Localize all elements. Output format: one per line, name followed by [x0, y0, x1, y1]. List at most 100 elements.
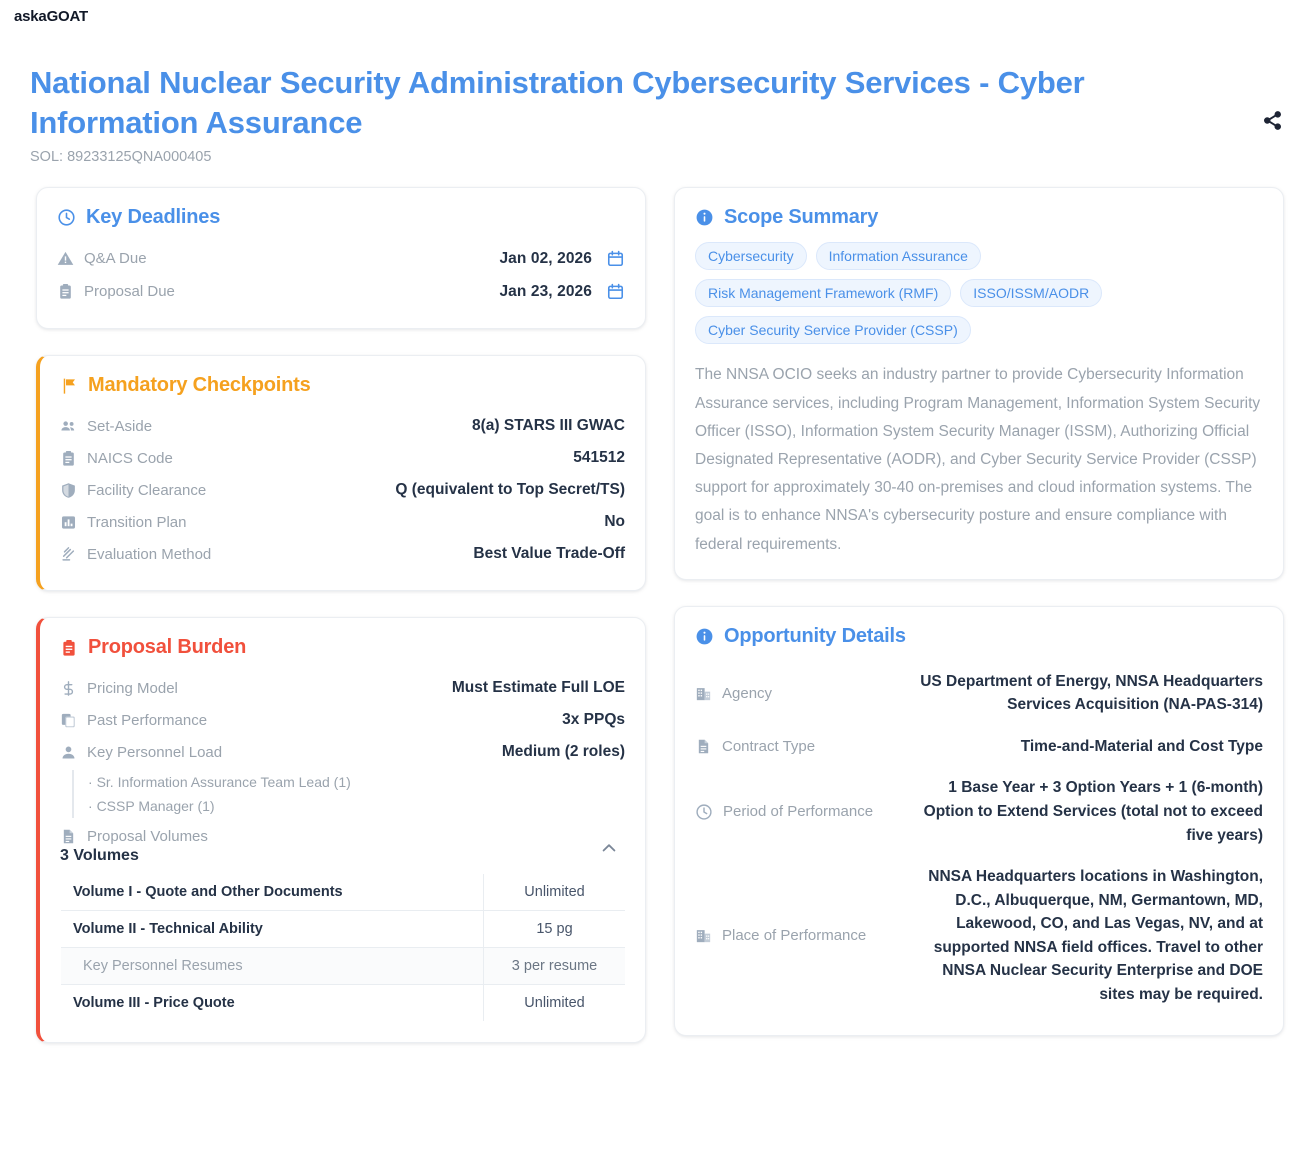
info-icon [695, 627, 714, 646]
mandatory-checkpoints-card: Mandatory Checkpoints Set-Aside 8(a) STA… [36, 355, 646, 592]
detail-label-group: Place of Performance [695, 927, 895, 944]
scope-chip: Cyber Security Service Provider (CSSP) [695, 316, 971, 345]
clipboard-icon [57, 283, 74, 300]
burden-value: Medium (2 roles) [501, 743, 625, 761]
deadline-value: Jan 23, 2026 [499, 282, 592, 300]
clipboard-icon [60, 450, 77, 467]
page-title: National Nuclear Security Administration… [30, 65, 1085, 140]
burden-value: 3x PPQs [562, 711, 625, 729]
deadline-value-group: Jan 23, 2026 [499, 282, 625, 301]
checkpoint-label: Facility Clearance [87, 481, 207, 499]
card-header: Scope Summary [695, 206, 1263, 229]
burden-label-group: Past Performance [60, 712, 207, 729]
gavel-icon [60, 546, 77, 563]
table-row: Volume II - Technical Ability 15 pg [61, 910, 625, 949]
burden-row: Key Personnel Load Medium (2 roles) [60, 736, 625, 768]
deadline-value: Jan 02, 2026 [499, 249, 592, 267]
deadline-row-qa: Q&A Due Jan 02, 2026 [57, 242, 625, 275]
users-icon [60, 418, 77, 435]
list-item: Sr. Information Assurance Team Lead (1) [88, 770, 625, 794]
bar-chart-icon [60, 514, 77, 531]
document-icon [695, 738, 712, 755]
clock-icon [695, 803, 713, 821]
detail-label: Place of Performance [722, 927, 867, 945]
volume-pages: 15 pg [483, 910, 625, 949]
scope-chip: Cybersecurity [695, 242, 807, 271]
burden-label-group: Key Personnel Load [60, 744, 222, 761]
detail-label: Contract Type [722, 738, 816, 756]
volume-pages: Unlimited [483, 984, 625, 1022]
deadline-label: Proposal Due [84, 283, 175, 301]
card-header: Key Deadlines [57, 206, 625, 229]
calendar-icon[interactable] [606, 249, 625, 268]
checkpoint-row: Transition Plan No [60, 506, 625, 538]
checkpoint-label-group: Facility Clearance [60, 482, 206, 499]
right-column: Scope Summary Cybersecurity Information … [674, 187, 1284, 1037]
card-title: Opportunity Details [724, 624, 906, 647]
volume-name: Volume II - Technical Ability [61, 910, 484, 949]
proposal-volumes-header: Proposal Volumes 3 Volumes [60, 822, 625, 873]
card-title: Proposal Burden [88, 636, 247, 659]
burden-value: Must Estimate Full LOE [451, 679, 625, 697]
scope-summary-card: Scope Summary Cybersecurity Information … [674, 187, 1284, 580]
scope-chip: Information Assurance [815, 242, 981, 271]
card-header: Mandatory Checkpoints [60, 374, 625, 397]
checkpoint-label-group: Evaluation Method [60, 546, 211, 563]
calendar-icon[interactable] [606, 282, 625, 301]
brand-logo[interactable]: askaGOAT [0, 0, 1311, 25]
building-icon [695, 685, 712, 702]
table-row: Volume I - Quote and Other Documents Unl… [61, 874, 625, 912]
volume-name: Key Personnel Resumes [61, 947, 484, 986]
clock-icon [57, 208, 76, 227]
list-item: CSSP Manager (1) [88, 794, 625, 818]
proposal-burden-card: Proposal Burden Pricing Model Must Estim… [36, 617, 646, 1044]
burden-label: Pricing Model [87, 679, 178, 697]
card-header: Proposal Burden [60, 636, 625, 659]
deadline-label-group: Q&A Due [57, 250, 147, 267]
detail-row-agency: Agency US Department of Energy, NNSA Hea… [695, 661, 1263, 726]
volumes-count: 3 Volumes [60, 847, 139, 865]
detail-value: NNSA Headquarters locations in Washingto… [928, 868, 1263, 1003]
checkpoint-row: Set-Aside 8(a) STARS III GWAC [60, 410, 625, 442]
checkpoint-label: Evaluation Method [87, 545, 212, 563]
volume-pages: 3 per resume [483, 947, 625, 986]
checkpoint-value: 541512 [573, 449, 625, 467]
proposal-volumes-label-group: Proposal Volumes [60, 828, 208, 845]
building-icon [695, 927, 712, 944]
burden-row: Pricing Model Must Estimate Full LOE [60, 672, 625, 704]
card-title: Mandatory Checkpoints [88, 374, 311, 397]
checkpoint-value: 8(a) STARS III GWAC [471, 417, 625, 435]
proposal-volumes-label: Proposal Volumes [87, 828, 208, 846]
dollar-icon [60, 680, 77, 697]
burden-label: Key Personnel Load [87, 743, 223, 761]
checkpoint-label-group: Transition Plan [60, 514, 187, 531]
detail-label-group: Agency [695, 685, 895, 702]
card-title: Key Deadlines [86, 206, 221, 229]
detail-label-group: Contract Type [695, 738, 895, 755]
volume-pages: Unlimited [483, 874, 625, 912]
deadline-label: Q&A Due [84, 250, 147, 268]
content-grid: Key Deadlines Q&A Due Jan 02, 2026 [0, 165, 1311, 1044]
key-personnel-list: Sr. Information Assurance Team Lead (1) … [72, 770, 625, 819]
shield-icon [60, 482, 77, 499]
warning-triangle-icon [57, 250, 74, 267]
page-header: National Nuclear Security Administration… [0, 25, 1311, 165]
share-button[interactable] [1255, 103, 1289, 137]
detail-value: 1 Base Year + 3 Option Years + 1 (6-mont… [923, 779, 1263, 844]
checkpoint-value: No [604, 513, 625, 531]
detail-label: Agency [722, 684, 773, 702]
collapse-toggle[interactable] [593, 828, 625, 863]
scope-chip: Risk Management Framework (RMF) [695, 279, 952, 308]
checkpoint-label-group: NAICS Code [60, 450, 173, 467]
deadline-value-group: Jan 02, 2026 [499, 249, 625, 268]
checkpoint-label: NAICS Code [87, 449, 173, 467]
detail-row-contract-type: Contract Type Time-and-Material and Cost… [695, 726, 1263, 768]
detail-label-group: Period of Performance [695, 803, 895, 821]
detail-label: Period of Performance [723, 803, 874, 821]
checkpoint-label: Set-Aside [87, 417, 153, 435]
deadline-label-group: Proposal Due [57, 283, 175, 300]
volume-name: Volume I - Quote and Other Documents [61, 874, 484, 912]
checkpoint-row: Evaluation Method Best Value Trade-Off [60, 538, 625, 570]
share-icon [1262, 110, 1283, 131]
scope-chip-list: Cybersecurity Information Assurance Risk… [695, 242, 1225, 345]
